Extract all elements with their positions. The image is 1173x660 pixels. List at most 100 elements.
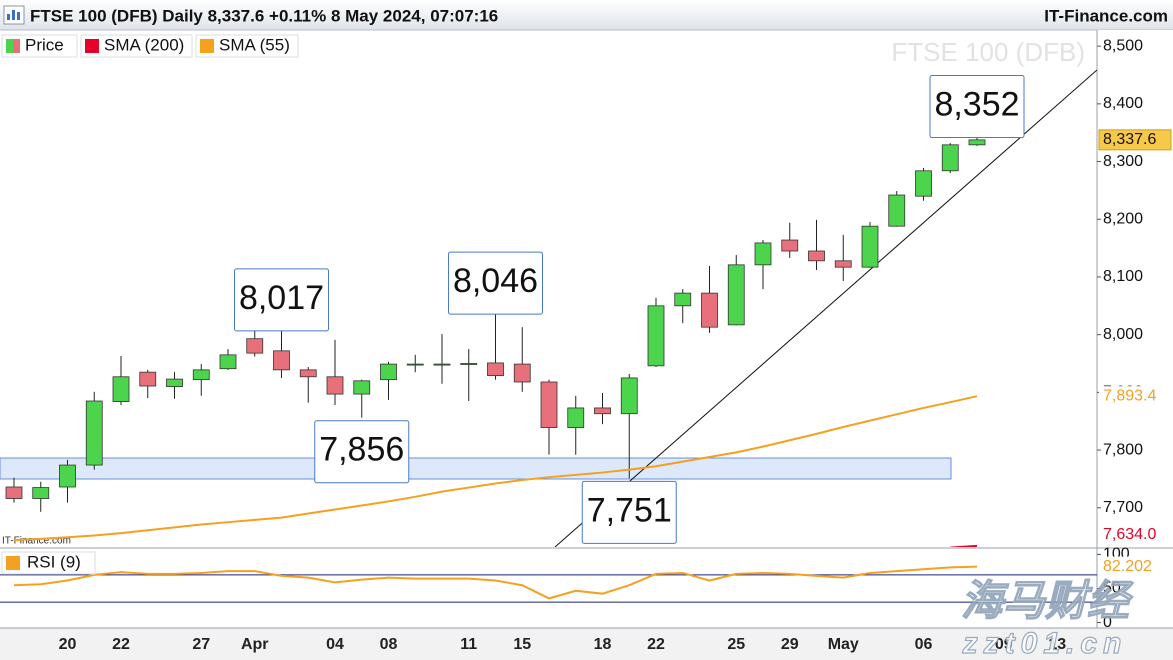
line [13,395,978,542]
candle-body [433,363,451,366]
candle-body [808,250,825,262]
candle-body [219,354,237,370]
annotation-label: 8,017 [239,279,324,317]
candle-body [273,350,290,371]
candle-body [460,363,478,365]
annotation-box [929,75,1025,139]
candle-body [487,362,504,377]
candle-body [406,363,424,366]
x-tick-label: 15 [513,636,531,653]
labels: 7,7007,8007,9008,0008,1008,2008,3008,400… [1,34,1172,660]
legend-item: Price [1,34,78,58]
legend-swatch [200,39,214,53]
value-label-box [1099,525,1171,545]
candle-body [32,487,50,499]
candle-body [192,369,210,381]
legend-label: RSI (9) [27,552,81,571]
legend-swatch [6,556,20,570]
candle-body [326,376,344,395]
annotation-label: 7,751 [587,491,672,529]
candle-body [5,486,23,499]
support-zone [0,457,952,480]
x-tick-label: May [828,636,859,653]
candle-body [299,369,317,378]
y-tick-label: 8,000 [1103,326,1143,343]
drawings [0,69,1097,547]
candle-body [353,380,371,395]
y-tick-label: 8,500 [1103,37,1143,54]
annotation-box [581,480,677,544]
candle-body [540,381,558,428]
price-plot [5,131,986,547]
candle-body [701,292,718,328]
legend-item: SMA (55) [195,34,299,58]
legend-swatch [85,39,99,53]
value-label: 7,893.4 [1103,387,1156,404]
candle-body [915,170,932,197]
candle-body [620,377,638,415]
x-tick-label: 06 [915,636,933,653]
candle-body [380,363,397,381]
candle-body [647,305,665,367]
overlay-stamp: 海马财经 [961,577,1134,624]
y-tick-label: 8,400 [1103,95,1143,112]
value-label: 7,634.0 [1103,526,1156,543]
legend-swatch [6,39,13,53]
candle-body [834,260,852,268]
line [13,565,978,600]
candle-body [139,371,157,387]
legend-bg [80,34,193,58]
x-tick-label: 20 [59,636,77,653]
annotation-box [234,268,329,332]
line [950,544,978,547]
annotation-label: 8,352 [934,86,1019,124]
y-tick-label: 7,800 [1103,441,1143,458]
legend-label: SMA (200) [104,35,184,54]
annotation-label: 8,046 [453,262,538,300]
rsi-tick-label: 50 [1103,580,1121,597]
legend-swatch [13,39,20,53]
candle-body [968,139,986,146]
x-tick-label: 22 [647,636,665,653]
header-icon [3,5,25,25]
x-tick-label: 11 [460,636,477,653]
last-price-box [1098,129,1172,151]
rsi-tick-label: 0 [1103,614,1112,631]
annotation-label: 7,856 [319,431,404,469]
value-label-box [1099,386,1171,407]
chart-title: FTSE 100 (DFB) Daily 8,337.6 +0.11% 8 Ma… [30,6,498,25]
annotation-box [448,251,543,315]
candle-body [112,376,130,402]
candle-body [513,363,531,383]
x-axis-area [0,628,1173,660]
x-tick-label: 27 [192,636,210,653]
candle-body [781,239,799,252]
rsi-plot [0,565,1097,603]
candle-body [674,292,692,307]
x-tick-label: 08 [380,636,398,653]
last-price-label: 8,337.6 [1103,131,1156,148]
candle-body [727,264,745,326]
x-tick-label: 25 [727,636,745,653]
candle-body [59,464,76,488]
watermark: FTSE 100 (DFB) [891,37,1085,67]
x-tick-label: 22 [112,636,130,653]
candle-body [941,144,959,172]
candle-body [85,400,103,466]
y-tick-label: 7,700 [1103,499,1143,516]
legend-bg [1,34,78,58]
candle-body [861,225,879,268]
x-tick-label: Apr [241,636,269,653]
x-tick-label: 13 [1048,636,1066,653]
candle-body [888,194,906,227]
candle-body [246,338,264,354]
legend-bg [195,34,299,58]
candle-body [567,407,585,428]
x-tick-label: 29 [781,636,799,653]
y-tick-label: 8,200 [1103,210,1143,227]
y-tick-label: 8,300 [1103,153,1143,170]
overlay-stamp: zzt01.cn [962,627,1128,660]
source: IT-Finance.com [1044,6,1168,25]
